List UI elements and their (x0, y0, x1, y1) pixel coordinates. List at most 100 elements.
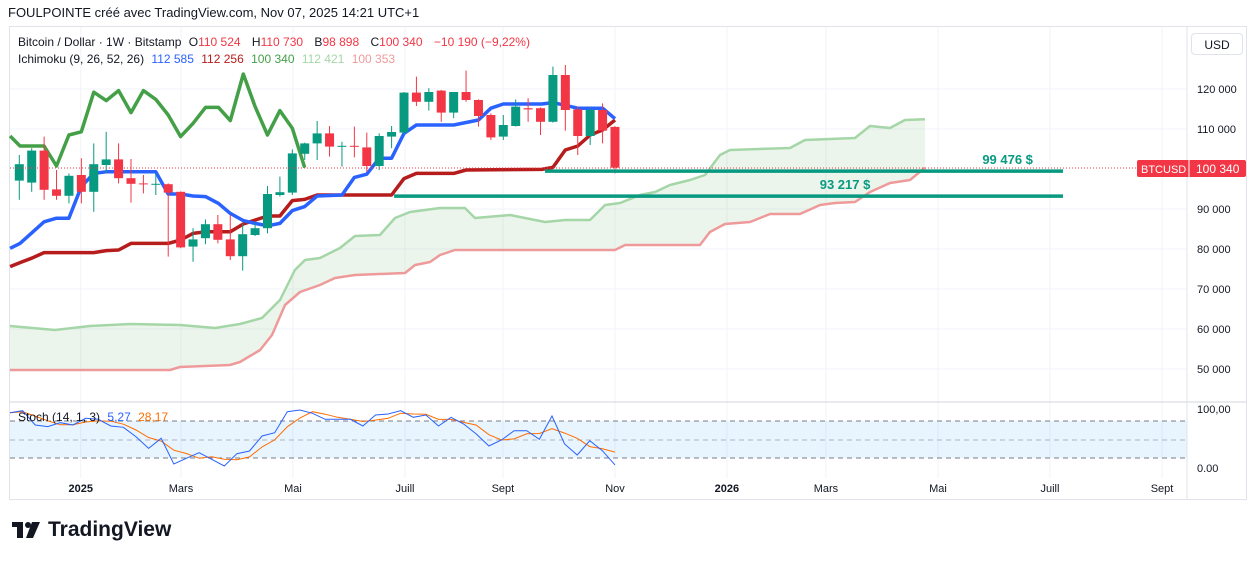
time-tick-label: Mai (929, 483, 947, 495)
candle-down[interactable] (325, 133, 335, 147)
candle-down[interactable] (52, 189, 62, 196)
candle-down[interactable] (213, 224, 223, 240)
candle-down[interactable] (362, 147, 372, 166)
currency-button[interactable]: USD (1191, 33, 1243, 55)
ohlc-high: H110 730 (252, 35, 307, 49)
span-b-value: 100 353 (351, 52, 396, 66)
logo-text: TradingView (48, 518, 172, 541)
candle-down[interactable] (349, 145, 359, 147)
price-tick-label: 60 000 (1197, 324, 1231, 336)
candle-down[interactable] (411, 92, 421, 102)
candle-up[interactable] (200, 224, 210, 239)
candle-up[interactable] (424, 92, 434, 102)
time-tick-label: Nov (605, 483, 625, 495)
candle-up[interactable] (300, 143, 310, 154)
kumo-cloud-fill (10, 119, 925, 370)
candle-down[interactable] (610, 126, 620, 168)
stoch-k-line (9, 409, 616, 467)
candle-down[interactable] (536, 108, 546, 122)
candle-down[interactable] (598, 110, 608, 131)
candle-up[interactable] (188, 239, 198, 247)
candle-down[interactable] (560, 75, 570, 110)
stoch-k-value: 5,27 (107, 410, 131, 424)
candle-down[interactable] (114, 159, 124, 179)
high-label: H (251, 35, 261, 49)
time-tick-label: 2025 (68, 483, 92, 495)
stoch-d-line (9, 411, 616, 461)
horizontal-level-label: 99 476 $ (982, 152, 1033, 167)
candle-up[interactable] (287, 153, 297, 193)
candle-down[interactable] (486, 115, 496, 138)
last-price-tag: BTCUSD 100 340 (1137, 160, 1246, 177)
candle-up[interactable] (275, 192, 285, 195)
close-value: 100 340 (379, 35, 423, 49)
time-tick-label: Sept (492, 483, 515, 495)
time-tick-label: 2026 (715, 483, 739, 495)
candle-up[interactable] (312, 133, 322, 144)
span-a-value: 112 421 (301, 52, 345, 66)
open-label: O (188, 35, 199, 49)
ichimoku-legend[interactable]: Ichimoku (9, 26, 52, 26) 112 585 112 256… (18, 52, 399, 66)
candle-up[interactable] (387, 132, 397, 137)
price-tick-label: 50 000 (1197, 364, 1231, 376)
candle-down[interactable] (138, 183, 148, 185)
candle-up[interactable] (263, 194, 272, 229)
candle-down[interactable] (473, 100, 483, 116)
close-label: C (370, 35, 380, 49)
candle-down[interactable] (126, 178, 136, 184)
time-tick-label: Mars (814, 483, 839, 495)
candle-up[interactable] (238, 234, 248, 257)
candle-up[interactable] (250, 228, 260, 235)
time-tick-label: Mai (284, 483, 302, 495)
stoch-name: Stoch (14, 1, 3) (18, 410, 101, 424)
candle-down[interactable] (39, 150, 49, 190)
ohlc-low: B98 898 (314, 35, 363, 49)
senkou-span-a-line (9, 118, 926, 332)
candle-up[interactable] (374, 136, 384, 166)
candle-up[interactable] (498, 125, 508, 137)
candle-up[interactable] (399, 92, 409, 133)
candle-up[interactable] (89, 164, 99, 192)
horizontal-level-label: 93 217 $ (820, 177, 871, 192)
candle-down[interactable] (163, 184, 173, 193)
candle-down[interactable] (76, 175, 86, 192)
candle-down[interactable] (176, 191, 186, 248)
candle-up[interactable] (27, 150, 37, 183)
price-tag-symbol: BTCUSD (1141, 164, 1186, 176)
ohlc-open: O110 524 (189, 35, 245, 49)
symbol-legend[interactable]: Bitcoin / Dollar · 1W · Bitstamp O110 52… (18, 35, 534, 49)
stoch-d-value: 28,17 (138, 410, 169, 424)
candle-up[interactable] (101, 159, 111, 165)
candle-up[interactable] (449, 92, 459, 113)
candle-down[interactable] (436, 90, 446, 113)
candle-down[interactable] (461, 92, 471, 100)
candle-up[interactable] (151, 183, 161, 185)
candle-up[interactable] (337, 145, 347, 147)
kijun-sen-line (9, 118, 617, 269)
open-value: 110 524 (198, 35, 241, 49)
senkou-span-b-line (10, 166, 926, 372)
high-value: 110 730 (260, 35, 304, 49)
grid (10, 27, 1187, 478)
symbol-name: Bitcoin / Dollar · 1W · Bitstamp (18, 35, 182, 49)
candle-down[interactable] (573, 109, 583, 136)
candle-up[interactable] (548, 75, 558, 122)
candle-up[interactable] (511, 106, 521, 126)
candle-down[interactable] (225, 239, 235, 257)
tradingview-logo[interactable]: TradingView (12, 518, 171, 542)
candle-up[interactable] (14, 164, 24, 181)
price-tick-label: 70 000 (1197, 284, 1231, 296)
stoch-tick-label: 0.00 (1197, 463, 1218, 475)
candle-up[interactable] (585, 110, 595, 136)
chart-frame (9, 26, 1247, 500)
price-tick-label: 120 000 (1197, 84, 1237, 96)
time-tick-label: Sept (1151, 483, 1174, 495)
stoch-tick-label: 100,00 (1197, 404, 1231, 416)
candle-down[interactable] (523, 108, 533, 110)
stoch-legend[interactable]: Stoch (14, 1, 3) 5,27 28,17 (18, 410, 172, 424)
tenkan-value: 112 585 (151, 52, 194, 66)
price-tick-label: 110 000 (1197, 124, 1236, 136)
chikou-value: 100 340 (251, 52, 295, 66)
candle-up[interactable] (64, 175, 74, 196)
